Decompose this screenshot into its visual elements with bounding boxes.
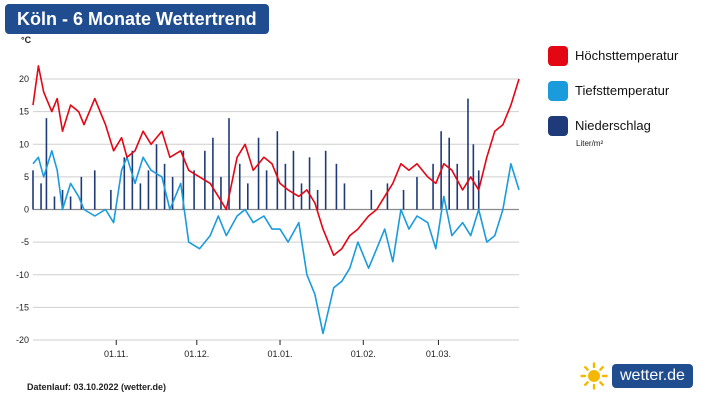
y-tick-labels: 20 15 10 5 0 -5 -10 -15 -20 [16, 74, 29, 345]
y-tick-label: -5 [21, 237, 29, 247]
legend-label-low: Tiefsttemperatur [575, 83, 670, 98]
legend: Höchsttemperatur Tiefsttemperatur Nieder… [548, 44, 713, 149]
y-tick-label: -15 [16, 302, 29, 312]
high-temperature-line [32, 65, 520, 256]
x-tick-label: 01.03. [426, 349, 451, 359]
legend-item-precip: Niederschlag Liter/m² [548, 114, 713, 148]
sun-icon [580, 362, 608, 390]
legend-swatch-low [548, 81, 568, 101]
legend-swatch-high [548, 46, 568, 66]
x-tick-label: 01.12. [184, 349, 209, 359]
legend-label-precip: Niederschlag [575, 118, 651, 133]
precipitation-bars [32, 98, 480, 210]
chart-title: Köln - 6 Monate Wettertrend [5, 4, 269, 34]
y-tick-label: 5 [24, 172, 29, 182]
x-tick-labels: 01.11. 01.12. 01.01. 01.02. 01.03. [104, 340, 451, 359]
wetter-logo-text: wetter.de [612, 364, 693, 388]
legend-item-low: Tiefsttemperatur [548, 79, 713, 105]
y-tick-label: 0 [24, 205, 29, 215]
x-tick-label: 01.11. [104, 349, 128, 359]
y-tick-label: 20 [19, 74, 29, 84]
y-tick-label: -20 [16, 335, 29, 345]
legend-unit-precip: Liter/m² [576, 139, 604, 148]
low-temperature-line [32, 150, 520, 335]
legend-swatch-precip [548, 116, 568, 136]
legend-item-high: Höchsttemperatur [548, 44, 713, 70]
y-tick-label: -10 [16, 270, 29, 280]
data-run-footnote: Datenlauf: 03.10.2022 (wetter.de) [27, 382, 167, 392]
y-tick-label: 15 [19, 107, 29, 117]
x-tick-label: 01.02. [351, 349, 376, 359]
y-tick-label: 10 [19, 139, 29, 149]
legend-label-high: Höchsttemperatur [575, 48, 679, 63]
y-axis-unit: °C [21, 35, 32, 45]
temperature-lines [32, 65, 520, 335]
x-tick-label: 01.01. [268, 349, 293, 359]
